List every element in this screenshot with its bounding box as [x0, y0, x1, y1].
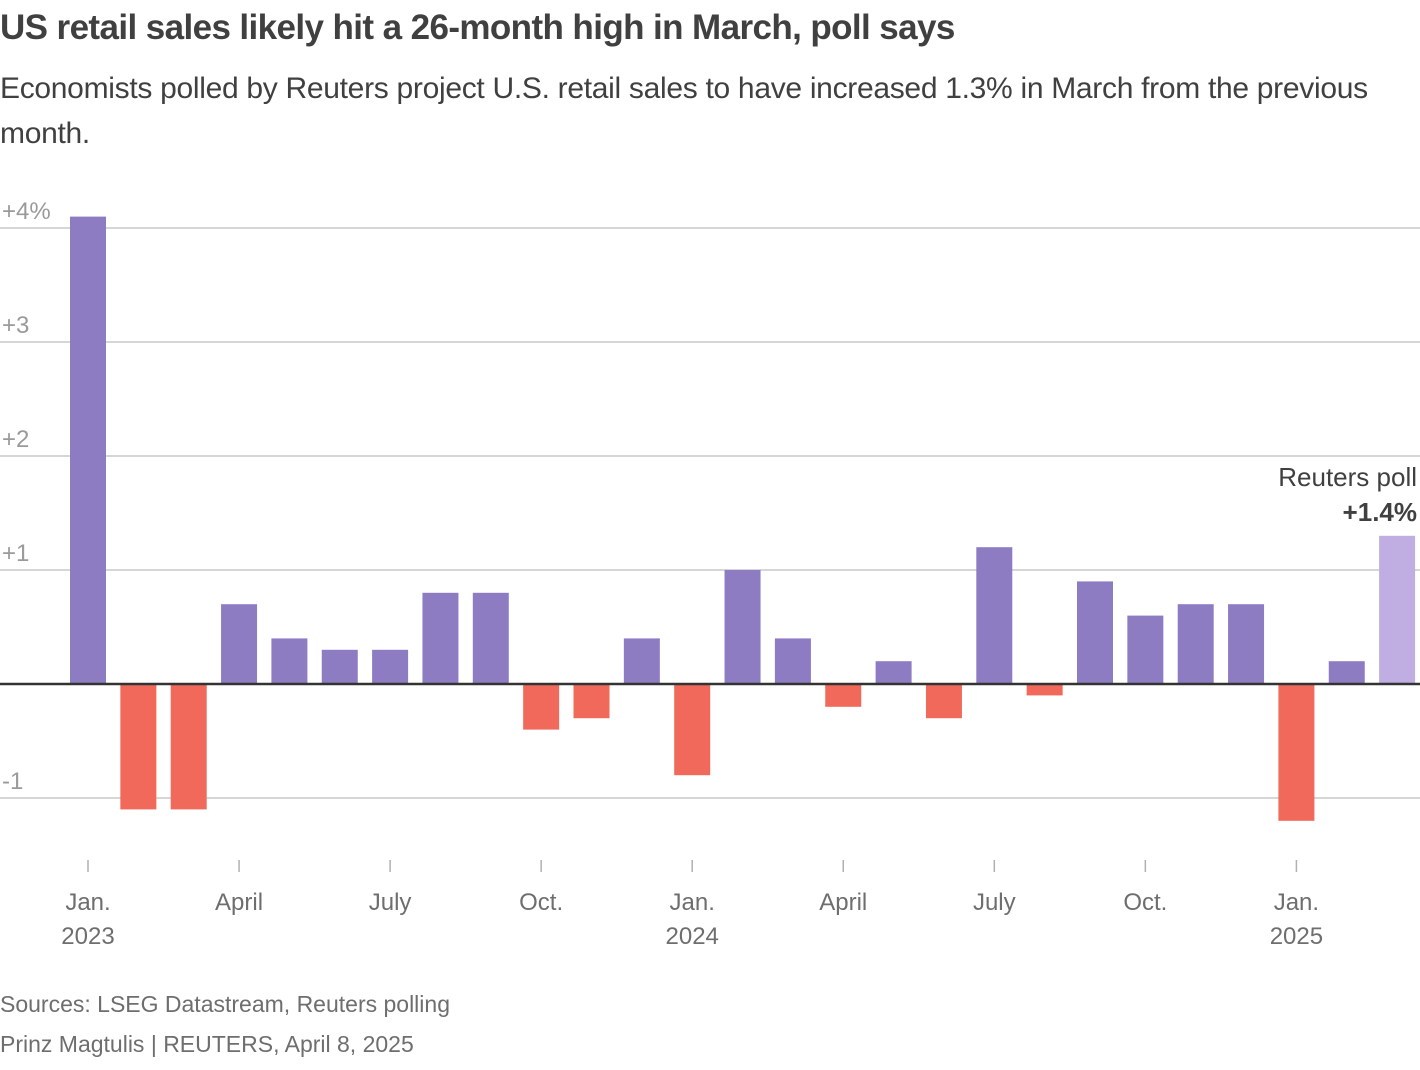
y-tick-label: +4% [2, 198, 51, 225]
bar [674, 684, 711, 776]
sources-note: Sources: LSEG Datastream, Reuters pollin… [0, 991, 450, 1017]
bar [925, 684, 962, 719]
x-tick-label: Oct. [519, 889, 563, 916]
x-tick-label: July [369, 889, 412, 916]
bar [472, 592, 509, 684]
y-tick-label: -1 [2, 768, 23, 795]
annotation-label: Reuters poll [1278, 462, 1417, 492]
bar [623, 638, 660, 684]
bar [724, 570, 761, 684]
gridlines [0, 227, 1420, 799]
y-axis-labels: +4% +3 +2 +1 -1 [2, 198, 51, 795]
bar [271, 638, 308, 684]
bar [523, 684, 560, 730]
bar [221, 604, 258, 684]
x-tick-year-label: 2023 [61, 923, 114, 950]
bars [70, 216, 1416, 821]
x-tick-label: July [973, 889, 1016, 916]
bar [170, 684, 207, 810]
x-tick-label: April [215, 889, 263, 916]
x-tick-label: Jan. [1274, 889, 1319, 916]
bar [1177, 604, 1214, 684]
x-tick-label: Jan. [65, 889, 110, 916]
x-tick-label: April [819, 889, 867, 916]
bar [825, 684, 862, 707]
bar [1278, 684, 1315, 821]
x-tick-label: Jan. [670, 889, 715, 916]
bar-chart: +4% +3 +2 +1 -1 Jan. 2023 April July Oct. Jan. 202… [0, 198, 1420, 950]
annotation-value: +1.4% [1343, 497, 1417, 527]
annotations: Reuters poll +1.4% [1278, 462, 1417, 527]
bar [70, 216, 106, 684]
y-tick-label: +2 [2, 426, 29, 453]
chart-title: US retail sales likely hit a 26-month hi… [0, 8, 955, 47]
bar [1077, 581, 1113, 684]
y-tick-label: +3 [2, 312, 29, 339]
x-axis: Jan. 2023 April July Oct. Jan. 2024 April July Oc… [61, 860, 1323, 950]
credit-line: Prinz Magtulis | REUTERS, April 8, 2025 [0, 1031, 414, 1057]
x-tick-year-label: 2025 [1270, 923, 1323, 950]
bar [976, 547, 1013, 684]
bar-poll-estimate [1379, 535, 1416, 684]
chart-subtitle: Economists polled by Reuters project U.S… [0, 72, 1368, 150]
x-tick-label: Oct. [1123, 889, 1167, 916]
bar [422, 592, 459, 684]
y-tick-label: +1 [2, 540, 29, 567]
bar [120, 684, 157, 810]
bar [1228, 604, 1265, 684]
bar [573, 684, 610, 719]
bar [1127, 615, 1164, 684]
x-tick-year-label: 2024 [666, 923, 719, 950]
bar [774, 638, 811, 684]
bar [321, 649, 358, 684]
bar [1328, 661, 1365, 684]
bar [1026, 684, 1063, 696]
bar [372, 649, 409, 684]
bar [875, 661, 912, 684]
